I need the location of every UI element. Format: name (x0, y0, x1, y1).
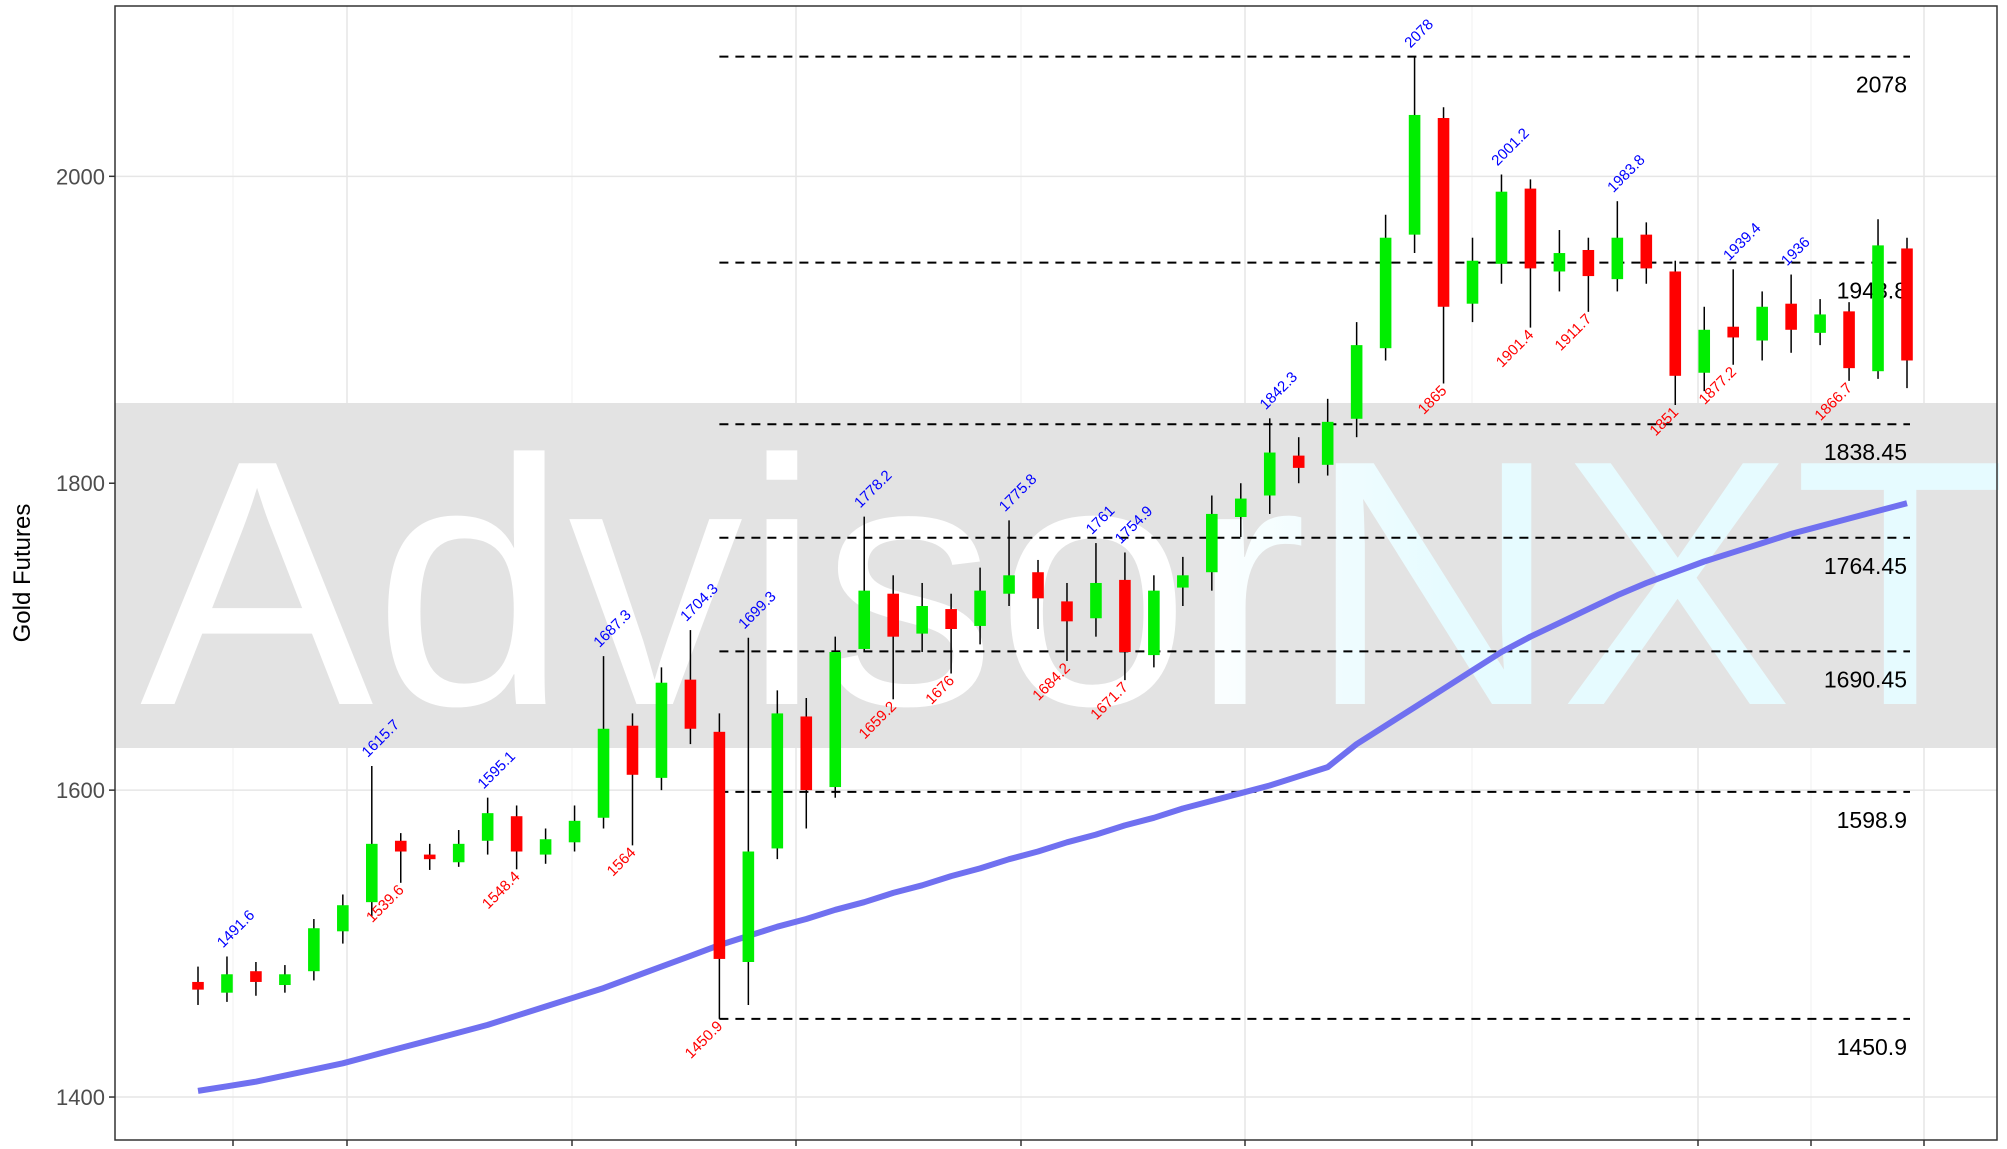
candle-body (1177, 575, 1189, 588)
candle-body (192, 981, 204, 990)
candle-body (1206, 513, 1218, 573)
candle-body (366, 843, 378, 903)
candle-body (481, 813, 494, 841)
candle-body (1756, 306, 1768, 341)
candle-body (1263, 452, 1276, 496)
candle-body (626, 725, 639, 775)
candle-body (800, 716, 813, 791)
level-label: 1450.9 (1837, 1034, 1907, 1060)
level-label: 1690.45 (1824, 666, 1907, 692)
level-label: 2078 (1856, 72, 1907, 98)
y-tick-label: 1800 (56, 471, 105, 496)
candle-body (337, 905, 349, 932)
candle-body (974, 590, 986, 626)
y-axis-title: Gold Futures (9, 504, 36, 643)
candle-body (1350, 345, 1363, 419)
candle-body (568, 820, 581, 843)
candle-body (279, 974, 291, 986)
candle-body (887, 593, 899, 637)
candle-body (1524, 188, 1537, 269)
candle-body (1553, 253, 1566, 272)
candle-body (1061, 601, 1073, 622)
candle-body (1119, 579, 1131, 653)
candle-body (1611, 237, 1624, 280)
highlight-band (115, 403, 1997, 748)
candle-body (1003, 575, 1015, 594)
level-label: 1943.8 (1837, 278, 1907, 304)
level-label: 1598.9 (1837, 807, 1907, 833)
candle-body (1698, 329, 1711, 373)
candle-body (1032, 572, 1044, 599)
candle-body (1234, 498, 1247, 517)
plot-border (114, 5, 1998, 1141)
candle-body (1408, 114, 1421, 235)
candle-body (858, 590, 871, 649)
candle-body (394, 840, 407, 852)
candle-body (1321, 421, 1334, 465)
candle-body (945, 609, 957, 630)
y-tick-label: 2000 (56, 164, 105, 189)
candle-body (1379, 237, 1392, 349)
watermark: AdvisorNXT (140, 388, 2007, 779)
candle-body (655, 682, 668, 778)
candle-body (829, 652, 842, 788)
candle-body (423, 854, 436, 860)
candle-body (1292, 455, 1305, 468)
candle-body (1640, 234, 1653, 269)
candle-body (1437, 118, 1450, 307)
candle-body (539, 839, 552, 855)
y-tick-label: 1400 (56, 1085, 105, 1110)
moving-average-line (197, 500, 1908, 1094)
level-label: 1838.45 (1824, 439, 1907, 465)
candle-body (1669, 271, 1682, 376)
candle-body (1901, 248, 1913, 361)
candle-body (713, 731, 726, 959)
candle-body (308, 928, 320, 972)
candle-body (1814, 314, 1826, 333)
candle-body (916, 605, 928, 634)
candle-body (597, 728, 610, 818)
candle-body (684, 679, 697, 729)
candle-body (1495, 191, 1508, 264)
y-tick-label: 1600 (56, 778, 105, 803)
candle-body (221, 974, 233, 993)
candle-body (510, 816, 523, 852)
candle-body (1582, 249, 1595, 277)
candle-body (1843, 311, 1855, 369)
candle-body (250, 971, 262, 982)
candle-body (452, 843, 465, 863)
candle-body (742, 851, 755, 962)
candle-body (1727, 326, 1739, 338)
candle-body (1148, 590, 1160, 656)
candle-body (1090, 582, 1102, 619)
candle-body (1785, 303, 1797, 330)
candle-body (1872, 245, 1884, 372)
level-label: 1764.45 (1824, 553, 1907, 579)
candle-body (771, 713, 784, 849)
candle-body (1466, 260, 1479, 304)
